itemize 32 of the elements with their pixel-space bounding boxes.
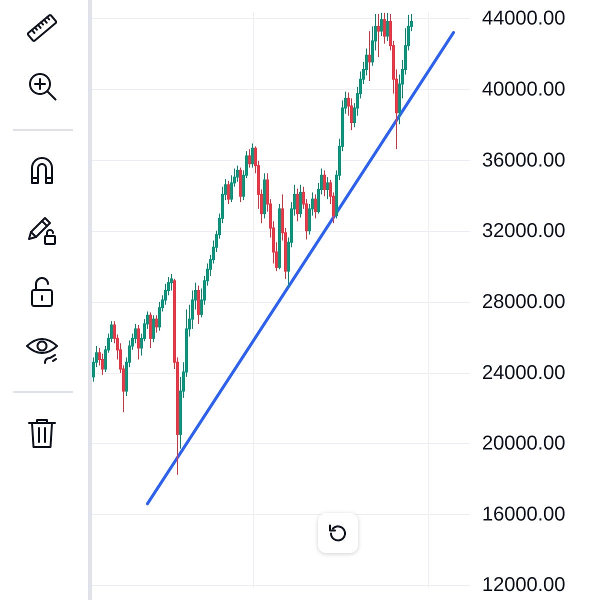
y-tick-label: 32000.00 (482, 220, 566, 242)
candlestick (197, 285, 200, 324)
candlestick (377, 13, 380, 58)
candlestick (383, 12, 386, 44)
candlestick (137, 324, 140, 360)
y-tick-label: 20000.00 (482, 432, 566, 455)
candlestick (314, 194, 317, 219)
candlestick (227, 180, 230, 205)
candlestick (323, 170, 326, 197)
candlestick (152, 314, 155, 343)
y-tick-label: 28000.00 (482, 290, 566, 313)
y-tick-label: 24000.00 (482, 362, 566, 384)
candlestick (170, 273, 173, 291)
candlestick (278, 204, 281, 270)
candlestick (296, 188, 299, 222)
y-tick-label: 12000.00 (482, 574, 566, 596)
candlestick (380, 12, 383, 37)
y-tick-label: 36000.00 (482, 149, 566, 172)
candlestick (326, 176, 329, 200)
candlestick (386, 12, 389, 42)
y-tick-label: 40000.00 (482, 78, 566, 101)
candlestick (239, 167, 242, 203)
candlestick (236, 165, 239, 182)
y-tick-label: 16000.00 (482, 503, 566, 526)
candlestick (299, 184, 302, 218)
y-tick-label: 44000.00 (482, 8, 566, 30)
candlestick (251, 143, 254, 168)
candlestick (149, 312, 152, 348)
candlestick (155, 314, 158, 334)
candlestick (263, 172, 266, 219)
candlestick (248, 148, 251, 168)
candlestick (368, 30, 371, 82)
